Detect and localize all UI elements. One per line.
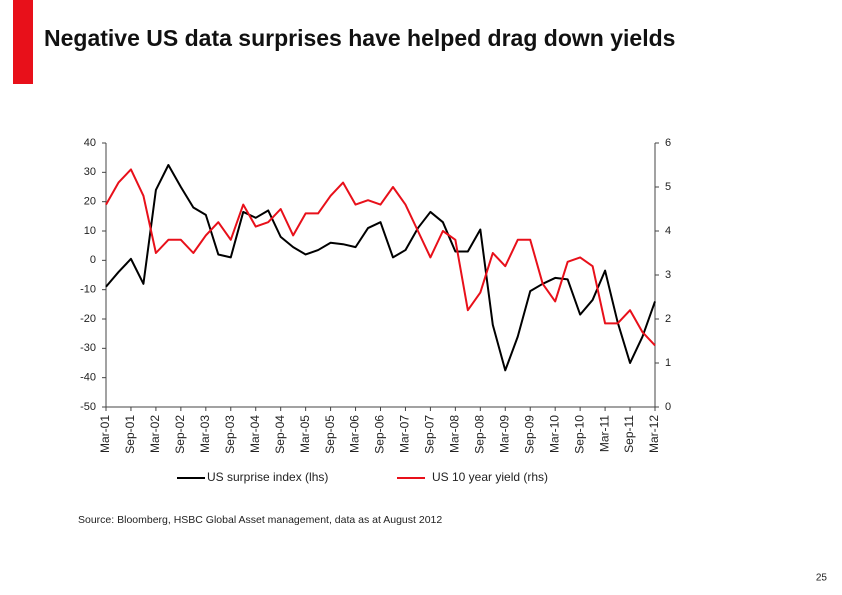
x-tick-label: Mar-02: [148, 415, 162, 453]
y-tick-label: 0: [90, 254, 96, 266]
x-tick-label: Mar-07: [398, 415, 412, 453]
y2-tick-label: 0: [665, 401, 671, 413]
x-tick-label: Mar-05: [298, 415, 312, 453]
y-tick-label: -40: [80, 372, 96, 384]
x-tick-label: Sep-02: [173, 415, 187, 454]
x-tick-label: Mar-04: [248, 415, 262, 453]
page-number: 25: [816, 573, 828, 584]
x-tick-label: Mar-09: [497, 415, 511, 453]
x-tick-label: Mar-08: [448, 415, 462, 453]
x-tick-label: Sep-08: [472, 415, 486, 454]
source-note: Source: Bloomberg, HSBC Global Asset man…: [78, 514, 442, 526]
x-tick-label: Mar-12: [647, 415, 661, 453]
x-tick-label: Sep-11: [622, 415, 636, 453]
x-tick-label: Mar-10: [547, 415, 561, 453]
y-tick-label: 30: [84, 166, 96, 178]
x-tick-label: Sep-04: [273, 415, 287, 454]
x-tick-label: Sep-03: [223, 415, 237, 454]
x-tick-label: Mar-01: [98, 415, 112, 453]
y2-tick-label: 3: [665, 269, 671, 281]
y-tick-label: 40: [84, 137, 96, 149]
x-tick-label: Sep-01: [123, 415, 137, 454]
data-line: [105, 168, 656, 347]
x-tick-label: Sep-05: [323, 415, 337, 454]
x-tick-label: Sep-10: [572, 415, 586, 454]
y-tick-label: -20: [80, 313, 96, 325]
y-tick-label: 20: [84, 196, 96, 208]
y-tick-label: -30: [80, 342, 96, 354]
x-tick-label: Mar-03: [198, 415, 212, 453]
y-tick-label: 10: [84, 225, 96, 237]
legend-label: US 10 year yield (rhs): [432, 470, 548, 484]
y-tick-label: -50: [80, 401, 96, 413]
data-line: [105, 164, 656, 372]
y2-tick-label: 2: [665, 313, 671, 325]
x-tick-label: Sep-07: [423, 415, 437, 454]
x-tick-label: Sep-06: [373, 415, 387, 454]
y2-tick-label: 4: [665, 225, 671, 237]
x-tick-label: Sep-09: [522, 415, 536, 454]
chart-title: Negative US data surprises have helped d…: [44, 25, 675, 51]
y2-tick-label: 1: [665, 357, 671, 369]
x-tick-label: Mar-06: [348, 415, 362, 453]
legend-label: US surprise index (lhs): [207, 470, 328, 484]
accent-bar: [13, 0, 33, 84]
y2-tick-label: 5: [665, 181, 671, 193]
y-tick-label: -10: [80, 284, 96, 296]
x-tick-label: Mar-11: [597, 415, 611, 452]
y2-tick-label: 6: [665, 137, 671, 149]
